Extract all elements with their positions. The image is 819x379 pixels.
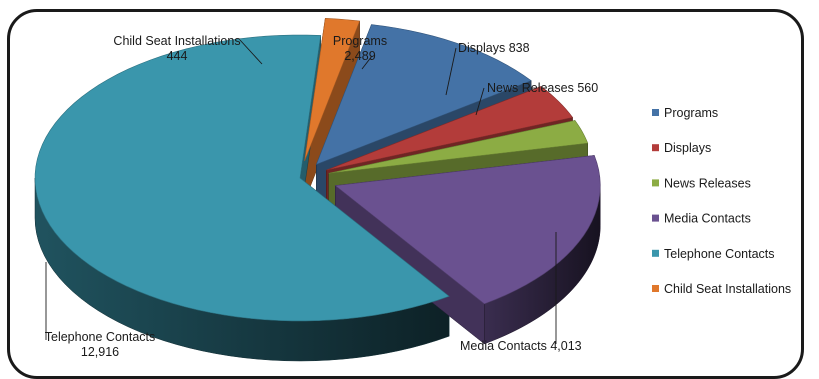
slice-media-contacts xyxy=(334,155,601,305)
leader-line-child-seat-installations xyxy=(239,39,263,65)
legend-label-media-contacts: Media Contacts xyxy=(664,212,751,226)
pie-tops xyxy=(34,18,601,322)
legend-swatch-telephone-contacts xyxy=(652,249,659,257)
leader-line-programs xyxy=(361,55,373,70)
leader-line-news-releases xyxy=(475,87,485,116)
legend-swatch-child-seat-installations xyxy=(652,285,659,292)
data-label-programs-name: Programs xyxy=(333,34,387,48)
legend-label-programs: Programs xyxy=(664,106,718,120)
legend-label-telephone-contacts: Telephone Contacts xyxy=(664,247,775,261)
leader-line-displays xyxy=(445,47,457,96)
legend-swatch-media-contacts xyxy=(652,214,659,222)
data-label-telephone-contacts-name: Telephone Contacts xyxy=(45,330,156,344)
data-label-child-seat-installations-name: Child Seat Installations xyxy=(113,34,240,48)
data-label-telephone-contacts-value: 12,916 xyxy=(81,345,119,359)
legend-swatch-displays xyxy=(652,144,659,152)
slice-programs xyxy=(315,24,532,165)
slice-news-releases xyxy=(328,120,589,174)
data-label-programs-value: 2,489 xyxy=(344,49,375,63)
data-label-media-contacts: Media Contacts 4,013 xyxy=(460,339,582,353)
slice-displays xyxy=(326,86,574,171)
legend-label-news-releases: News Releases xyxy=(664,176,751,190)
slice-child-seat-installations xyxy=(304,18,361,162)
legend-swatch-programs xyxy=(652,109,659,116)
legend-label-displays: Displays xyxy=(664,141,711,155)
legend-swatch-news-releases xyxy=(652,179,659,187)
data-label-news-releases: News Releases 560 xyxy=(487,81,598,95)
data-label-child-seat-installations-value: 444 xyxy=(167,49,188,63)
legend: Programs Displays News Releases Media Conta… xyxy=(652,106,791,296)
legend-label-child-seat-installations: Child Seat Installations xyxy=(664,282,791,296)
data-label-displays: Displays 838 xyxy=(458,41,530,55)
slice-telephone-contacts xyxy=(34,34,450,322)
